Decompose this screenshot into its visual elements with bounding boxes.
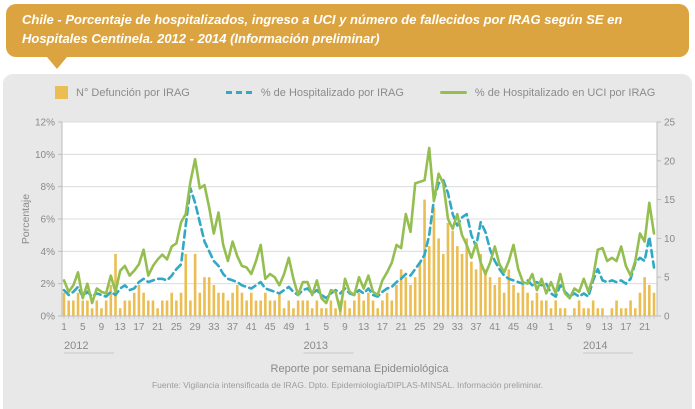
- svg-text:5: 5: [323, 322, 329, 333]
- svg-text:1: 1: [548, 322, 554, 333]
- svg-text:45: 45: [264, 322, 276, 333]
- y-axis-title: Porcentaje: [20, 194, 32, 244]
- svg-text:29: 29: [190, 322, 202, 333]
- svg-text:33: 33: [208, 322, 220, 333]
- chart-title: Chile - Porcentaje de hospitalizados, in…: [22, 12, 623, 46]
- x-axis-title: Reporte por semana Epidemiológica: [270, 363, 449, 375]
- svg-text:15: 15: [664, 195, 676, 206]
- legend-item-hospitalizado: % de Hospitalizado por IRAG: [225, 86, 404, 99]
- year-labels: 2012 2013 2014: [64, 340, 633, 354]
- gridlines: [62, 121, 657, 285]
- svg-text:45: 45: [508, 322, 520, 333]
- svg-text:17: 17: [377, 322, 389, 333]
- svg-text:2%: 2%: [41, 279, 56, 290]
- right-axis-labels: 0 5 10 15 20 25: [664, 118, 676, 323]
- svg-text:17: 17: [620, 322, 632, 333]
- svg-text:2013: 2013: [303, 340, 327, 352]
- svg-text:0%: 0%: [41, 312, 56, 323]
- dashed-line-swatch-icon: [225, 91, 253, 94]
- svg-text:10: 10: [664, 234, 676, 245]
- svg-text:41: 41: [489, 322, 501, 333]
- tick-marks: [58, 121, 661, 317]
- x-tick-labels: 1 5 9 13 17 21 25 29 33 37 41 45 49 1 5 9 13 17 21 25 29 33 37…: [61, 322, 650, 333]
- svg-text:1: 1: [305, 322, 311, 333]
- svg-text:5: 5: [664, 273, 670, 284]
- svg-text:13: 13: [602, 322, 614, 333]
- svg-text:13: 13: [358, 322, 370, 333]
- svg-text:37: 37: [471, 322, 483, 333]
- hospitalized-line: [62, 178, 656, 300]
- legend-item-defunciones: N° Defunción por IRAG: [55, 86, 190, 99]
- svg-text:37: 37: [227, 322, 239, 333]
- svg-text:9: 9: [342, 322, 348, 333]
- svg-text:25: 25: [664, 118, 676, 129]
- source-note: Fuente: Vigilancia intensificada de IRAG…: [151, 380, 544, 390]
- chart-legend: N° Defunción por IRAG % de Hospitalizado…: [55, 86, 655, 99]
- svg-text:0: 0: [664, 312, 670, 323]
- svg-text:6%: 6%: [41, 215, 56, 226]
- svg-text:25: 25: [171, 322, 183, 333]
- svg-text:21: 21: [396, 322, 408, 333]
- banner-tail-decoration: [42, 51, 72, 69]
- deaths-bars: [62, 199, 656, 316]
- svg-text:12%: 12%: [35, 118, 55, 129]
- svg-text:8%: 8%: [41, 182, 56, 193]
- svg-text:21: 21: [639, 322, 651, 333]
- svg-text:5: 5: [567, 322, 573, 333]
- legend-label: % de Hospitalizado por IRAG: [260, 86, 404, 99]
- svg-text:9: 9: [99, 322, 105, 333]
- uci-line: [62, 146, 656, 313]
- bar-swatch-icon: [55, 86, 68, 99]
- svg-text:25: 25: [414, 322, 426, 333]
- svg-text:49: 49: [283, 322, 295, 333]
- svg-text:2012: 2012: [64, 340, 88, 352]
- svg-text:9: 9: [586, 322, 592, 333]
- solid-line-swatch-icon: [439, 91, 467, 94]
- left-axis-labels: 0% 2% 4% 6% 8% 10% 12%: [35, 118, 55, 323]
- week-ticks: [63, 316, 655, 319]
- title-banner: Chile - Porcentaje de hospitalizados, in…: [6, 4, 689, 57]
- svg-text:17: 17: [133, 322, 145, 333]
- svg-text:1: 1: [61, 322, 67, 333]
- svg-text:2014: 2014: [583, 340, 607, 352]
- legend-label: N° Defunción por IRAG: [76, 86, 190, 99]
- svg-text:10%: 10%: [35, 150, 55, 161]
- legend-item-uci: % de Hospitalizado en UCI por IRAG: [439, 86, 656, 99]
- svg-text:20: 20: [664, 156, 676, 167]
- svg-text:13: 13: [115, 322, 127, 333]
- svg-text:5: 5: [80, 322, 86, 333]
- svg-text:33: 33: [452, 322, 464, 333]
- svg-text:29: 29: [433, 322, 445, 333]
- svg-text:49: 49: [527, 322, 539, 333]
- legend-label: % de Hospitalizado en UCI por IRAG: [474, 86, 656, 99]
- svg-text:21: 21: [152, 322, 164, 333]
- svg-text:4%: 4%: [41, 247, 56, 258]
- svg-text:41: 41: [246, 322, 258, 333]
